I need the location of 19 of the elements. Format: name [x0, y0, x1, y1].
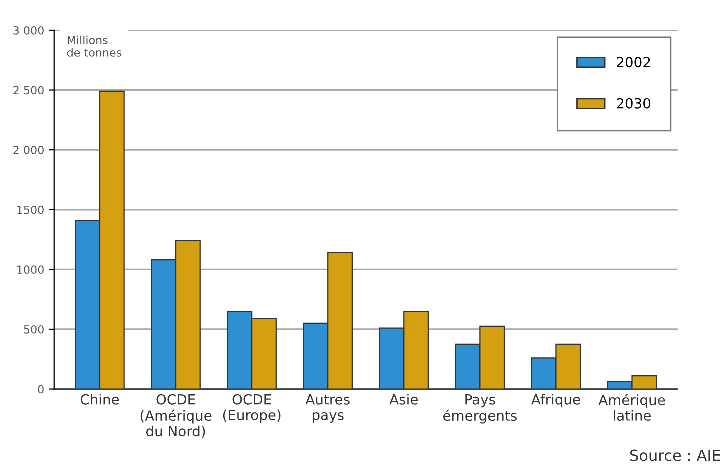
- legend-label: 2030: [617, 98, 651, 109]
- x-tick-label: Amérique latine: [598, 394, 666, 421]
- legend-label: 2002: [617, 57, 650, 68]
- x-tick-label: Autres pays: [306, 394, 350, 424]
- y-tick-label: 2 000: [14, 146, 44, 154]
- y-tick-label: 3 000: [14, 26, 44, 35]
- y-tick-label: 1500: [18, 206, 44, 214]
- x-tick-label: Pays émergents: [443, 394, 517, 424]
- x-tick-label: Asie: [390, 394, 418, 405]
- x-tick-label: Chine: [80, 394, 120, 405]
- y-tick-label: 2 500: [14, 86, 44, 95]
- y-tick-label: 0: [38, 385, 44, 394]
- source-note: Source : AIE: [630, 450, 720, 462]
- y-tick-label: 1000: [18, 266, 44, 274]
- x-tick-label: OCDE (Amérique du Nord): [140, 394, 212, 438]
- y-axis-title: Millions de tonnes: [67, 36, 122, 57]
- x-tick-label: Afrique: [532, 394, 580, 408]
- y-tick-label: 500: [24, 325, 44, 334]
- x-tick-label: OCDE (Europe): [223, 394, 281, 424]
